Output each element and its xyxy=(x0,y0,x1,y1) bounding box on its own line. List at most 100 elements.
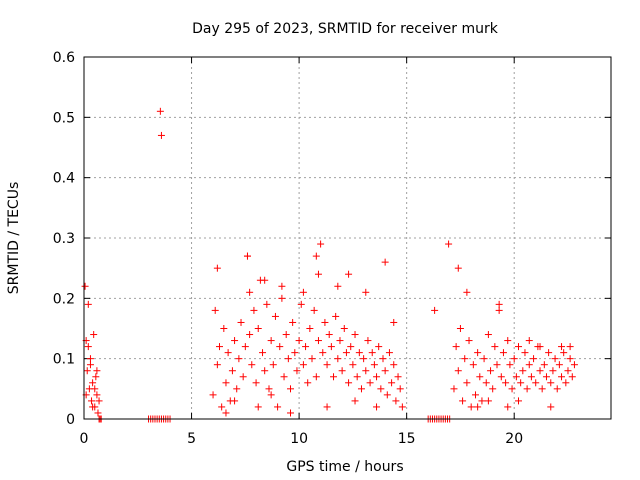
data-point xyxy=(263,300,271,308)
data-point xyxy=(235,355,243,363)
data-point xyxy=(495,306,503,314)
data-point xyxy=(332,312,340,320)
data-point xyxy=(568,373,576,381)
data-point xyxy=(370,361,378,369)
data-point xyxy=(334,282,342,290)
data-point xyxy=(228,367,236,375)
data-point xyxy=(379,355,387,363)
data-point xyxy=(314,337,322,345)
data-point xyxy=(562,379,570,387)
data-point xyxy=(474,403,482,411)
data-point xyxy=(345,379,353,387)
data-point xyxy=(504,337,512,345)
data-point xyxy=(261,276,269,284)
data-point xyxy=(306,325,314,332)
data-point xyxy=(282,331,290,339)
data-point xyxy=(353,373,361,381)
data-point xyxy=(254,325,262,332)
data-point xyxy=(484,331,492,339)
data-point xyxy=(325,331,333,339)
plot-frame xyxy=(83,56,612,420)
data-point xyxy=(390,318,398,326)
data-point xyxy=(512,373,520,381)
data-point xyxy=(355,349,363,357)
data-point xyxy=(248,361,256,369)
data-point xyxy=(558,373,566,381)
data-point xyxy=(373,403,381,411)
data-point xyxy=(566,343,574,351)
data-point xyxy=(398,403,406,411)
data-point xyxy=(314,270,322,278)
data-point xyxy=(94,409,102,417)
data-point xyxy=(506,361,514,369)
data-point xyxy=(334,355,342,363)
data-point xyxy=(213,361,221,369)
data-point xyxy=(542,373,550,381)
data-point xyxy=(289,318,297,326)
data-point xyxy=(89,403,97,411)
data-point xyxy=(252,379,260,387)
data-point xyxy=(510,355,518,363)
data-point xyxy=(366,379,374,387)
data-point xyxy=(497,373,505,381)
data-point xyxy=(286,385,294,393)
data-point xyxy=(469,361,477,369)
data-point xyxy=(351,397,359,405)
data-points xyxy=(81,107,578,423)
data-point xyxy=(525,337,533,345)
data-point xyxy=(156,107,164,115)
data-point xyxy=(532,379,540,387)
data-point xyxy=(381,367,389,375)
data-point xyxy=(95,397,103,405)
data-point xyxy=(239,373,247,381)
data-point xyxy=(452,343,460,351)
data-point xyxy=(381,258,389,266)
data-point xyxy=(545,349,553,357)
data-point xyxy=(508,385,516,393)
data-point xyxy=(83,367,91,375)
data-point xyxy=(224,349,232,357)
data-point xyxy=(461,355,469,363)
data-point xyxy=(211,306,219,314)
data-point xyxy=(92,373,100,381)
x-tick-label: 0 xyxy=(80,431,89,447)
data-point xyxy=(445,240,453,248)
data-point xyxy=(523,385,531,393)
data-point xyxy=(93,367,101,375)
data-point xyxy=(456,325,464,332)
data-point xyxy=(547,403,555,411)
data-point xyxy=(478,397,486,405)
y-axis-label: SRMTID / TECUs xyxy=(6,182,22,295)
data-point xyxy=(222,409,230,417)
data-point xyxy=(89,379,97,387)
data-point xyxy=(233,385,241,393)
data-point xyxy=(213,264,221,272)
data-point xyxy=(293,367,301,375)
data-point xyxy=(321,318,329,326)
data-point xyxy=(93,391,101,399)
data-point xyxy=(330,373,338,381)
data-point xyxy=(519,367,527,375)
y-tick-label: 0.2 xyxy=(53,291,75,307)
data-point xyxy=(547,379,555,387)
data-point xyxy=(278,294,286,302)
data-point xyxy=(274,403,282,411)
data-point xyxy=(342,349,350,357)
data-point xyxy=(362,367,370,375)
data-point xyxy=(536,343,544,351)
data-point xyxy=(349,361,357,369)
data-point xyxy=(555,361,563,369)
y-tick-label: 0.5 xyxy=(53,110,75,126)
data-point xyxy=(276,343,284,351)
data-point xyxy=(538,385,546,393)
data-point xyxy=(560,349,568,357)
data-point xyxy=(549,367,557,375)
data-point xyxy=(218,403,226,411)
x-axis-label: GPS time / hours xyxy=(286,459,403,475)
data-point xyxy=(357,385,365,393)
data-point xyxy=(84,300,92,308)
data-point xyxy=(310,306,318,314)
data-point xyxy=(246,288,254,296)
data-point xyxy=(396,385,404,393)
data-point xyxy=(278,282,286,290)
